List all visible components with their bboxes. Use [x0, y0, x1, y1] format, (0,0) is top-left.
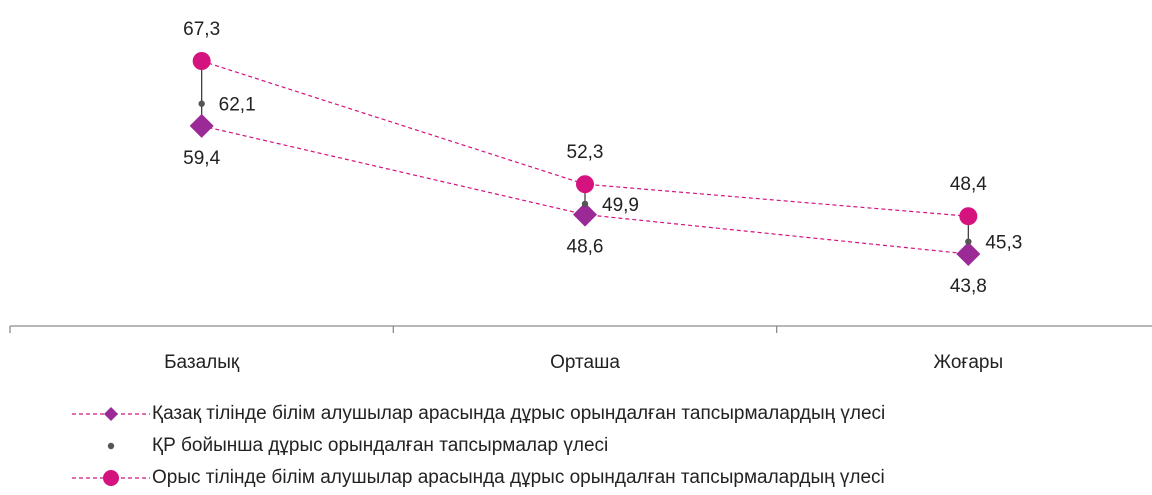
x-tick-label: Орташа: [550, 352, 620, 373]
data-label: 43,8: [950, 276, 987, 297]
dot-marker: [198, 100, 205, 107]
legend: Қазақ тілінде білім алушылар арасында дұ…: [70, 398, 885, 494]
diamond-marker: [956, 242, 981, 266]
dot-marker: [965, 238, 972, 245]
dot-marker: [581, 200, 589, 208]
data-labels: 59,4 48,6 43,8 62,1 49,9 45,3 67,3 52,3 48,4: [183, 19, 1022, 297]
data-label: 52,3: [567, 142, 604, 163]
x-tick-label: Жоғары: [934, 352, 1004, 373]
line-chart: Базалық Орташа Жоғары 59,4 48,6 43,8 62,1 49,9…: [9, 19, 1152, 373]
diamond-marker-icon: [72, 407, 150, 421]
legend-item-russian: Орыс тілінде білім алушылар арасында дұр…: [70, 462, 885, 494]
legend-item-kazakh: Қазақ тілінде білім алушылар арасында дұ…: [70, 398, 885, 430]
x-tick-label: Базалық: [164, 352, 240, 373]
dot-marker-icon: [107, 442, 115, 450]
circle-marker: [959, 207, 978, 226]
data-label: 62,1: [219, 95, 256, 116]
circle-marker: [192, 52, 211, 70]
data-label: 48,6: [567, 237, 604, 258]
data-label: 45,3: [985, 233, 1022, 254]
data-label: 48,4: [950, 174, 987, 195]
data-label: 67,3: [183, 19, 220, 40]
markers: [189, 52, 981, 266]
diamond-marker: [189, 113, 214, 138]
circle-marker: [576, 175, 594, 194]
data-label: 49,9: [602, 195, 639, 216]
data-label: 59,4: [183, 148, 220, 169]
legend-label: ҚР бойынша дұрыс орындалған тапсырмалар …: [152, 435, 609, 456]
circle-marker-icon: [72, 470, 150, 486]
legend-label: Орыс тілінде білім алушылар арасында дұр…: [152, 467, 885, 488]
diamond-marker: [573, 202, 597, 227]
legend-item-national: ҚР бойынша дұрыс орындалған тапсырмалар …: [70, 430, 885, 462]
legend-label: Қазақ тілінде білім алушылар арасында дұ…: [152, 403, 886, 424]
x-axis: Базалық Орташа Жоғары: [9, 325, 1152, 373]
